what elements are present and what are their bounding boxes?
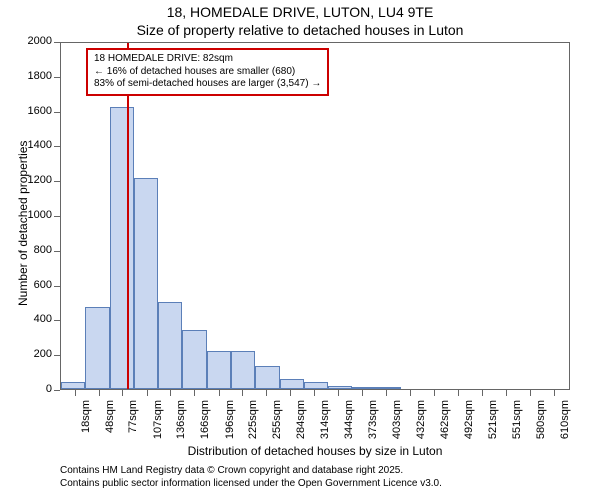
histogram-bar <box>377 387 401 389</box>
x-tick <box>530 390 531 396</box>
histogram-bar <box>255 366 279 389</box>
y-tick <box>54 251 60 252</box>
annotation-box: 18 HOMEDALE DRIVE: 82sqm ← 16% of detach… <box>86 48 329 96</box>
x-tick <box>314 390 315 396</box>
x-tick-label: 521sqm <box>487 400 499 440</box>
histogram-bar <box>61 382 85 389</box>
x-tick <box>75 390 76 396</box>
y-tick-label: 0 <box>18 383 52 395</box>
histogram-bar <box>207 351 231 389</box>
y-tick <box>54 355 60 356</box>
x-tick-label: 551sqm <box>511 400 523 440</box>
y-tick-label: 600 <box>18 279 52 291</box>
x-tick-label: 284sqm <box>295 400 307 440</box>
y-tick-label: 1400 <box>18 139 52 151</box>
x-tick <box>386 390 387 396</box>
footer-attribution: Contains HM Land Registry data © Crown c… <box>60 464 442 490</box>
x-tick-label: 580sqm <box>535 400 547 440</box>
y-tick-label: 1200 <box>18 174 52 186</box>
x-tick <box>266 390 267 396</box>
x-tick <box>410 390 411 396</box>
x-tick <box>99 390 100 396</box>
chart-frame: 18, HOMEDALE DRIVE, LUTON, LU4 9TE Size … <box>0 0 600 500</box>
histogram-bar <box>231 351 255 389</box>
x-tick-label: 432sqm <box>415 400 427 440</box>
x-tick <box>434 390 435 396</box>
x-tick <box>362 390 363 396</box>
x-tick-label: 403sqm <box>391 400 403 440</box>
histogram-bar <box>328 386 352 389</box>
histogram-bar <box>352 387 376 389</box>
histogram-bar <box>304 382 328 389</box>
histogram-bar <box>110 107 134 389</box>
x-tick-label: 314sqm <box>319 400 331 440</box>
x-tick-label: 373sqm <box>367 400 379 440</box>
y-tick-label: 1800 <box>18 70 52 82</box>
x-tick <box>338 390 339 396</box>
x-tick-label: 196sqm <box>224 400 236 440</box>
chart-title-sub: Size of property relative to detached ho… <box>0 22 600 38</box>
y-tick <box>54 77 60 78</box>
footer-line1: Contains HM Land Registry data © Crown c… <box>60 464 442 477</box>
y-tick <box>54 216 60 217</box>
x-tick-label: 18sqm <box>80 400 92 440</box>
histogram-bar <box>158 302 182 389</box>
x-tick <box>482 390 483 396</box>
x-tick <box>458 390 459 396</box>
y-tick <box>54 286 60 287</box>
x-tick-label: 225sqm <box>247 400 259 440</box>
x-tick-label: 462sqm <box>439 400 451 440</box>
x-tick <box>506 390 507 396</box>
x-axis-title: Distribution of detached houses by size … <box>60 444 570 458</box>
y-tick-label: 200 <box>18 348 52 360</box>
x-tick <box>147 390 148 396</box>
x-tick <box>290 390 291 396</box>
x-tick-label: 255sqm <box>271 400 283 440</box>
x-tick <box>242 390 243 396</box>
annotation-line1: 18 HOMEDALE DRIVE: 82sqm <box>94 53 321 66</box>
y-tick-label: 2000 <box>18 35 52 47</box>
y-tick <box>54 320 60 321</box>
x-tick-label: 166sqm <box>199 400 211 440</box>
y-tick-label: 1000 <box>18 209 52 221</box>
footer-line2: Contains public sector information licen… <box>60 477 442 490</box>
histogram-bar <box>134 178 158 389</box>
x-tick <box>122 390 123 396</box>
y-tick <box>54 390 60 391</box>
y-tick-label: 1600 <box>18 105 52 117</box>
histogram-bar <box>182 330 206 389</box>
x-tick <box>554 390 555 396</box>
annotation-line2: ← 16% of detached houses are smaller (68… <box>94 66 321 79</box>
annotation-line3: 83% of semi-detached houses are larger (… <box>94 78 321 91</box>
histogram-bar <box>280 379 304 389</box>
x-tick-label: 77sqm <box>127 400 139 440</box>
chart-title-main: 18, HOMEDALE DRIVE, LUTON, LU4 9TE <box>0 4 600 20</box>
x-tick-label: 492sqm <box>463 400 475 440</box>
y-tick <box>54 112 60 113</box>
y-tick <box>54 146 60 147</box>
x-tick-label: 344sqm <box>343 400 355 440</box>
y-tick-label: 400 <box>18 313 52 325</box>
histogram-bar <box>85 307 109 389</box>
x-tick-label: 136sqm <box>175 400 187 440</box>
x-tick-label: 48sqm <box>104 400 116 440</box>
x-tick <box>194 390 195 396</box>
x-tick-label: 610sqm <box>559 400 571 440</box>
y-tick <box>54 42 60 43</box>
x-tick <box>170 390 171 396</box>
x-tick-label: 107sqm <box>152 400 164 440</box>
x-tick <box>219 390 220 396</box>
plot-area: 18 HOMEDALE DRIVE: 82sqm ← 16% of detach… <box>60 42 570 390</box>
y-tick-label: 800 <box>18 244 52 256</box>
y-tick <box>54 181 60 182</box>
